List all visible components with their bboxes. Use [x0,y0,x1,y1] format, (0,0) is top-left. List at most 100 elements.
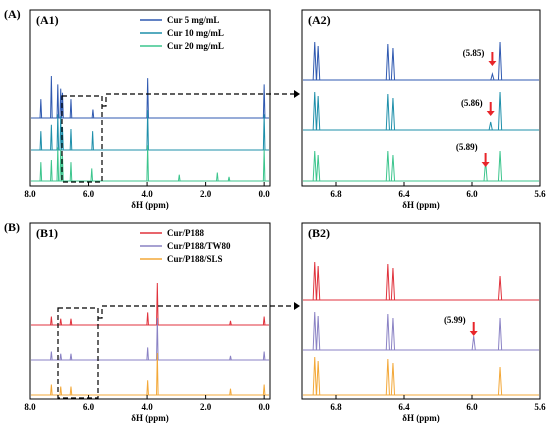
arrow-head [469,331,478,336]
spectrum-peak [316,360,321,396]
spectrum-peak [497,150,503,182]
series-cur-20-mg-ml [31,145,269,182]
spectrum-peak [312,41,317,81]
spectrum-peak [56,147,60,182]
legend-entry: Cur 20 mg/mL [167,41,224,51]
spectrum-peak [59,386,63,396]
spectrum-peak [146,145,149,182]
spectrum-peak [146,380,149,396]
arrow-head [486,111,495,116]
spectrum-peak [385,93,390,131]
spectrum-peak [390,47,396,81]
spectrum-peak [497,41,503,81]
series-cur-10-mg-ml [303,91,539,131]
spectrum-peak [91,109,95,119]
spectrum-peak [385,358,390,396]
spectrum-peak [316,265,321,301]
spectrum-peak [229,355,232,361]
zoom-connectors [57,90,300,399]
x-axis-title: δH (ppm) [131,200,168,210]
x-axis-title: δH (ppm) [131,413,168,423]
subplot-label: (B1) [36,226,58,240]
spectrum-peak [59,116,63,151]
chart-layer: (A1) 8.0 6.0 4.0 2.0 0.0 δH (ppm) Cur 5 mg/mL Cu… [24,9,546,423]
panel-b-label: (B) [4,220,20,234]
spectrum-peak [312,356,317,396]
spectrum-peak [50,75,53,119]
spectrum-peak [50,351,53,361]
spectrum-peak [312,261,317,301]
spectrum-peak [497,366,503,396]
x-axis-title: δH (ppm) [402,200,439,210]
chart-a1: (A1) 8.0 6.0 4.0 2.0 0.0 δH (ppm) Cur 5 mg/mL Cu… [24,9,271,210]
spectrum-peak [262,316,266,326]
x-tick-label: 6.4 [398,402,410,412]
legend-entry: Cur 5 mg/mL [167,15,219,25]
x-tick-label: 6.0 [83,402,95,412]
x-tick-label: 8.0 [24,189,36,199]
x-tick-label: 4.0 [141,189,153,199]
spectrum-peak [316,95,321,131]
spectrum-peak [39,99,43,119]
subplot-label: (A1) [36,13,59,27]
subplot-label: (A2) [308,13,331,27]
spectrum-peak [390,267,396,301]
x-tick-label: 6.4 [398,189,410,199]
spectrum-peak [497,91,503,131]
spectrum-peak [146,78,149,119]
spectrum-peak [262,84,266,119]
spectrum-peak [312,150,317,182]
spectrum-peak [69,99,73,119]
spectrum-peak [146,347,149,361]
plot-frame [301,9,541,187]
spectrum-peak [59,88,63,119]
spectrum-peak [50,124,53,151]
spectrum-peak [56,114,60,151]
spectrum-peak [227,176,231,182]
x-tick-label: 4.0 [141,402,153,412]
spectrum-peak [156,317,159,361]
spectrum-peak [262,114,266,151]
zoom-region-box [61,95,103,183]
x-tick-label: 6.8 [330,402,342,412]
spectrum-peak [59,353,63,361]
spectrum-peak [229,388,232,396]
plot-frame [29,9,271,187]
peak-annotation: (5.99) [444,315,466,325]
spectrum-peak [156,352,159,396]
series-cur-p188-tw80 [303,311,539,351]
spectrum-peak [146,312,149,326]
spectrum-peak [316,45,321,81]
subplot-label: (B2) [308,226,330,240]
plot-frame [29,222,271,400]
spectrum-peak [69,353,73,361]
spectrum-peak [312,311,317,351]
spectrum-peak [61,126,64,151]
series-cur-10-mg-ml [31,110,269,151]
spectrum-peak [50,316,53,326]
series-cur-p188 [303,261,539,301]
x-tick-label: 5.6 [534,402,546,412]
peak-annotation: (5.85) [463,48,485,58]
zoom-connector [98,305,294,319]
spectrum-peak [50,384,53,396]
x-tick-label: 2.0 [200,402,212,412]
spectrum-peak [390,97,396,131]
spectrum-peak [385,150,390,182]
legend-entry: Cur 10 mg/mL [167,28,224,38]
spectrum-peak [69,128,73,151]
spectrum-peak [156,282,159,326]
x-tick-label: 8.0 [24,402,36,412]
spectrum-peak [390,154,396,182]
spectrum-peak [91,131,94,151]
spectrum-peak [216,172,219,182]
spectrum-peak [385,43,390,81]
series-cur-p188-sls [31,352,269,396]
spectrum-peak [316,154,321,182]
x-tick-label: 6.8 [330,189,342,199]
peak-annotation: (5.89) [456,142,478,152]
spectrum-peak [177,174,181,182]
spectrum-peak [56,84,60,119]
series-cur-20-mg-ml [303,150,539,182]
